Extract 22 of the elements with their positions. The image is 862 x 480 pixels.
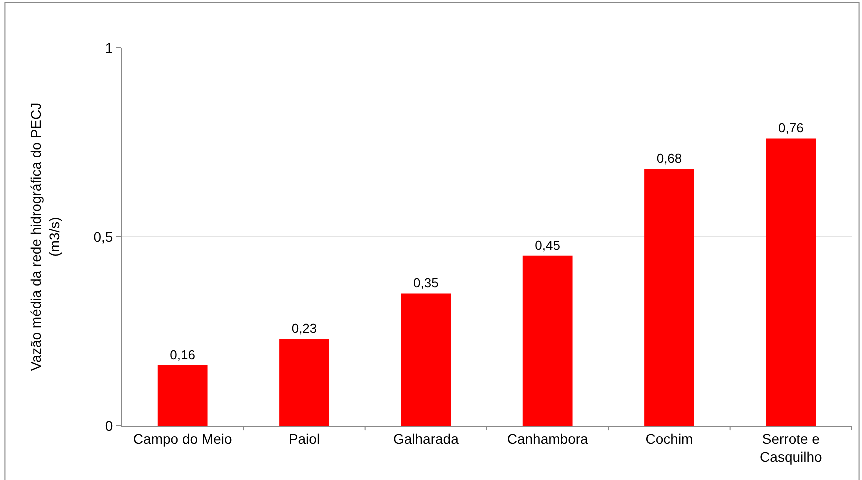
x-tick-label: Campo do Meio	[133, 430, 232, 447]
y-tick-label: 0	[105, 418, 114, 434]
data-label: 0,45	[535, 238, 560, 253]
bar	[280, 339, 330, 426]
data-label: 0,35	[414, 276, 439, 291]
x-tick-label: Paiol	[288, 430, 320, 447]
data-label: 0,76	[778, 120, 804, 136]
data-label: 0,68	[656, 150, 682, 166]
y-tick-label: 0,5	[94, 228, 114, 245]
y-tick-label: 1	[105, 40, 114, 56]
data-label: 0,16	[170, 348, 196, 363]
bar	[644, 168, 694, 426]
data-label: 0,23	[292, 321, 318, 336]
bar	[522, 256, 573, 426]
bar	[401, 294, 452, 426]
x-tick-label: Galharada	[393, 430, 460, 447]
x-tick-label: Canhambora	[507, 430, 589, 447]
x-tick-label: Serrote e Casquilho	[760, 430, 823, 465]
y-axis-title: Vazão média da rede hidrográfica do PECJ (m3/s)	[28, 102, 62, 372]
bar	[766, 138, 816, 426]
bar	[158, 366, 208, 426]
x-tick-label: Cochim	[646, 430, 694, 447]
